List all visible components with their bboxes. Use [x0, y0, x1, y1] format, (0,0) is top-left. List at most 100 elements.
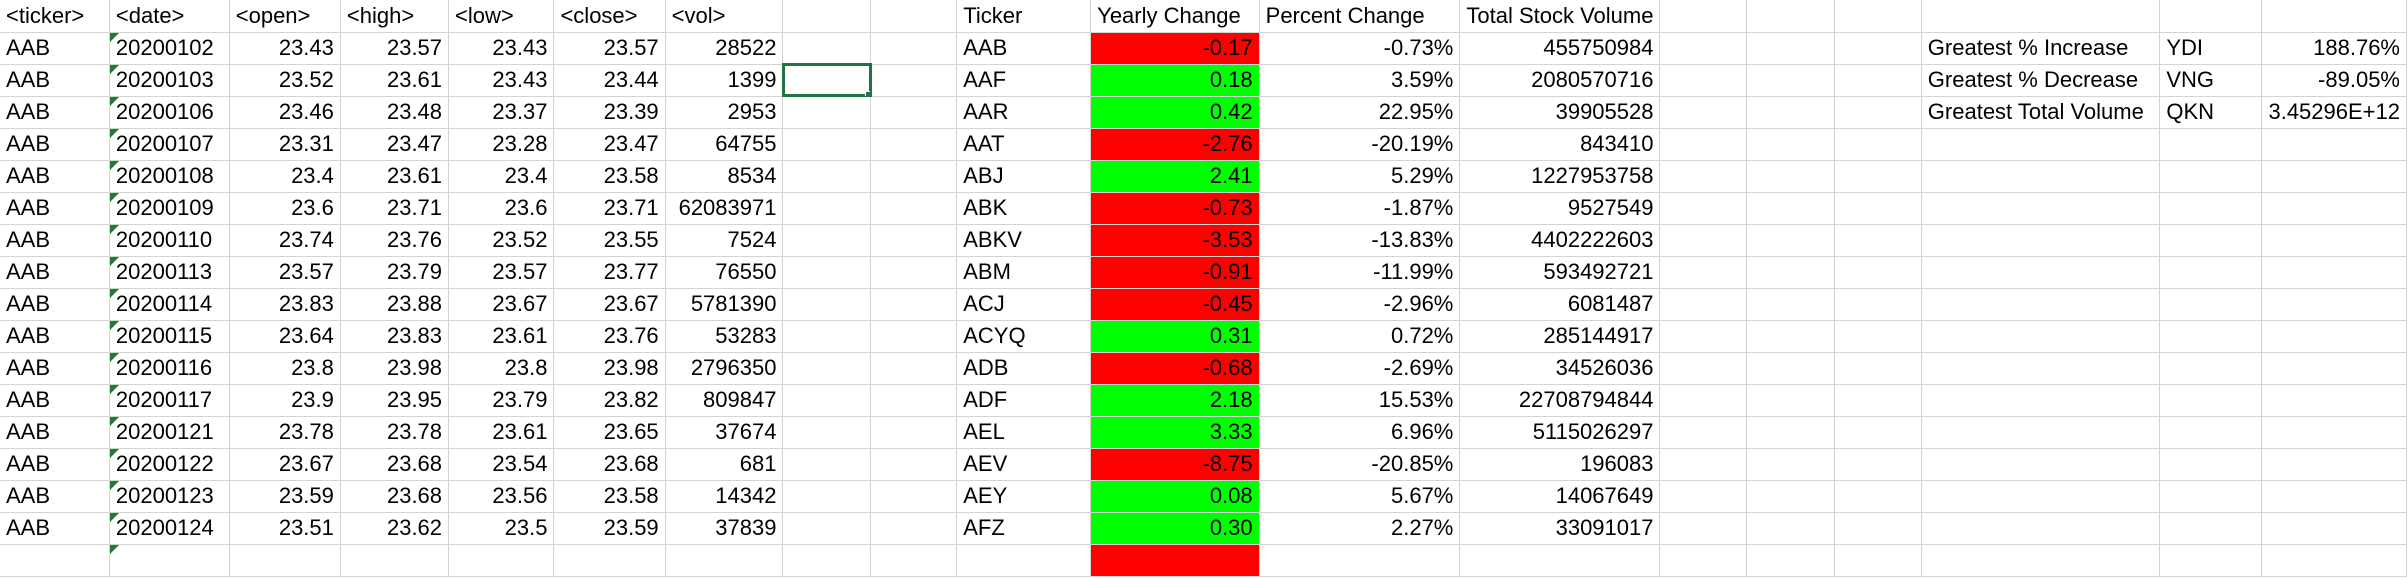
empty-cell[interactable]	[1746, 544, 1835, 577]
cell-ticker[interactable]: AAB	[0, 384, 110, 417]
cell-total-stock-volume[interactable]: 14067649	[1459, 480, 1661, 513]
cell-vol[interactable]: 28522	[665, 32, 784, 65]
cell-close[interactable]	[553, 544, 666, 577]
empty-cell[interactable]	[2159, 0, 2263, 33]
cell-vol[interactable]: 64755	[665, 128, 784, 161]
cell-close[interactable]: 23.59	[553, 512, 666, 545]
cell-open[interactable]: 23.31	[229, 128, 341, 161]
cell-vol[interactable]: 76550	[665, 256, 784, 289]
cell-close[interactable]: 23.98	[553, 352, 666, 385]
cell-low[interactable]: 23.28	[448, 128, 555, 161]
cell-date[interactable]	[109, 544, 230, 577]
empty-cell[interactable]	[782, 512, 872, 545]
empty-cell[interactable]	[2159, 320, 2263, 353]
cell-high[interactable]: 23.83	[340, 320, 450, 353]
cell-percent-change[interactable]: 6.96%	[1259, 416, 1461, 449]
empty-cell[interactable]	[2261, 192, 2407, 225]
empty-cell[interactable]	[1659, 480, 1748, 513]
cell-total-stock-volume[interactable]: 9527549	[1459, 192, 1661, 225]
cell-ticker[interactable]: AAB	[0, 192, 110, 225]
cell-yearly-change[interactable]: -8.75	[1090, 448, 1260, 481]
empty-cell[interactable]	[2261, 512, 2407, 545]
cell-ticker[interactable]: AAB	[0, 64, 110, 97]
cell-high[interactable]: 23.78	[340, 416, 450, 449]
greatest-value-cell[interactable]: 188.76%	[2261, 32, 2407, 65]
empty-cell[interactable]	[1921, 320, 2161, 353]
cell-percent-change[interactable]	[1259, 544, 1461, 577]
cell-ticker[interactable]: AAB	[0, 288, 110, 321]
cell-open[interactable]: 23.57	[229, 256, 341, 289]
empty-cell[interactable]	[2261, 128, 2407, 161]
empty-cell[interactable]	[782, 320, 872, 353]
empty-cell[interactable]	[1659, 256, 1748, 289]
cell-open[interactable]: 23.6	[229, 192, 341, 225]
empty-cell[interactable]	[1746, 448, 1835, 481]
cell-high[interactable]: 23.62	[340, 512, 450, 545]
cell-close[interactable]: 23.71	[553, 192, 666, 225]
cell-date[interactable]: 20200114	[109, 288, 230, 321]
empty-cell[interactable]	[1746, 352, 1835, 385]
empty-cell[interactable]	[870, 544, 958, 577]
empty-cell[interactable]	[2261, 448, 2407, 481]
cell-ticker[interactable]: AAB	[956, 32, 1092, 65]
empty-cell[interactable]	[1659, 32, 1748, 65]
cell-vol[interactable]: 1399	[665, 64, 784, 97]
cell-open[interactable]: 23.64	[229, 320, 341, 353]
cell-vol[interactable]: 809847	[665, 384, 784, 417]
cell-percent-change[interactable]: 0.72%	[1259, 320, 1461, 353]
cell-date[interactable]: 20200109	[109, 192, 230, 225]
empty-cell[interactable]	[1921, 224, 2161, 257]
cell-yearly-change[interactable]: 0.18	[1090, 64, 1260, 97]
empty-cell[interactable]	[1921, 384, 2161, 417]
cell-high[interactable]: 23.57	[340, 32, 450, 65]
cell-date[interactable]: 20200115	[109, 320, 230, 353]
empty-cell[interactable]	[1921, 160, 2161, 193]
empty-cell[interactable]	[1659, 384, 1748, 417]
cell-low[interactable]: 23.5	[448, 512, 555, 545]
cell-vol[interactable]: 681	[665, 448, 784, 481]
cell-total-stock-volume[interactable]: 593492721	[1459, 256, 1661, 289]
cell-low[interactable]: 23.6	[448, 192, 555, 225]
empty-cell[interactable]	[1746, 320, 1835, 353]
empty-cell[interactable]	[1834, 352, 1922, 385]
cell-high[interactable]: 23.95	[340, 384, 450, 417]
cell-total-stock-volume[interactable]: 6081487	[1459, 288, 1661, 321]
empty-cell[interactable]	[782, 192, 872, 225]
cell-ticker[interactable]: AAB	[0, 448, 110, 481]
cell-total-stock-volume[interactable]: 1227953758	[1459, 160, 1661, 193]
cell-low[interactable]: 23.43	[448, 64, 555, 97]
empty-cell[interactable]	[870, 480, 958, 513]
header-cell-ticker[interactable]: Ticker	[956, 0, 1092, 33]
cell-ticker[interactable]: AFZ	[956, 512, 1092, 545]
cell-ticker[interactable]: ABKV	[956, 224, 1092, 257]
cell-date[interactable]: 20200122	[109, 448, 230, 481]
cell-percent-change[interactable]: 22.95%	[1259, 96, 1461, 129]
cell-low[interactable]: 23.37	[448, 96, 555, 129]
empty-cell[interactable]	[870, 192, 958, 225]
empty-cell[interactable]	[1746, 288, 1835, 321]
empty-cell[interactable]	[870, 160, 958, 193]
cell-total-stock-volume[interactable]: 196083	[1459, 448, 1661, 481]
cell-yearly-change[interactable]: -0.73	[1090, 192, 1260, 225]
header-cell-ticker[interactable]: <ticker>	[0, 0, 110, 33]
cell-ticker[interactable]: AEV	[956, 448, 1092, 481]
greatest-label-cell[interactable]: Greatest % Decrease	[1921, 64, 2161, 97]
empty-cell[interactable]	[1659, 0, 1748, 33]
cell-percent-change[interactable]: -20.85%	[1259, 448, 1461, 481]
cell-high[interactable]: 23.76	[340, 224, 450, 257]
header-cell-vol[interactable]: <vol>	[665, 0, 784, 33]
cell-close[interactable]: 23.39	[553, 96, 666, 129]
cell-open[interactable]: 23.67	[229, 448, 341, 481]
empty-cell[interactable]	[2261, 224, 2407, 257]
cell-yearly-change[interactable]	[1090, 544, 1260, 577]
empty-cell[interactable]	[2159, 128, 2263, 161]
cell-ticker[interactable]: AAT	[956, 128, 1092, 161]
empty-cell[interactable]	[1921, 512, 2161, 545]
cell-yearly-change[interactable]: 2.18	[1090, 384, 1260, 417]
empty-cell[interactable]	[1834, 32, 1922, 65]
cell-ticker[interactable]: ACJ	[956, 288, 1092, 321]
cell-low[interactable]: 23.61	[448, 416, 555, 449]
empty-cell[interactable]	[1746, 160, 1835, 193]
empty-cell[interactable]	[870, 448, 958, 481]
cell-close[interactable]: 23.47	[553, 128, 666, 161]
